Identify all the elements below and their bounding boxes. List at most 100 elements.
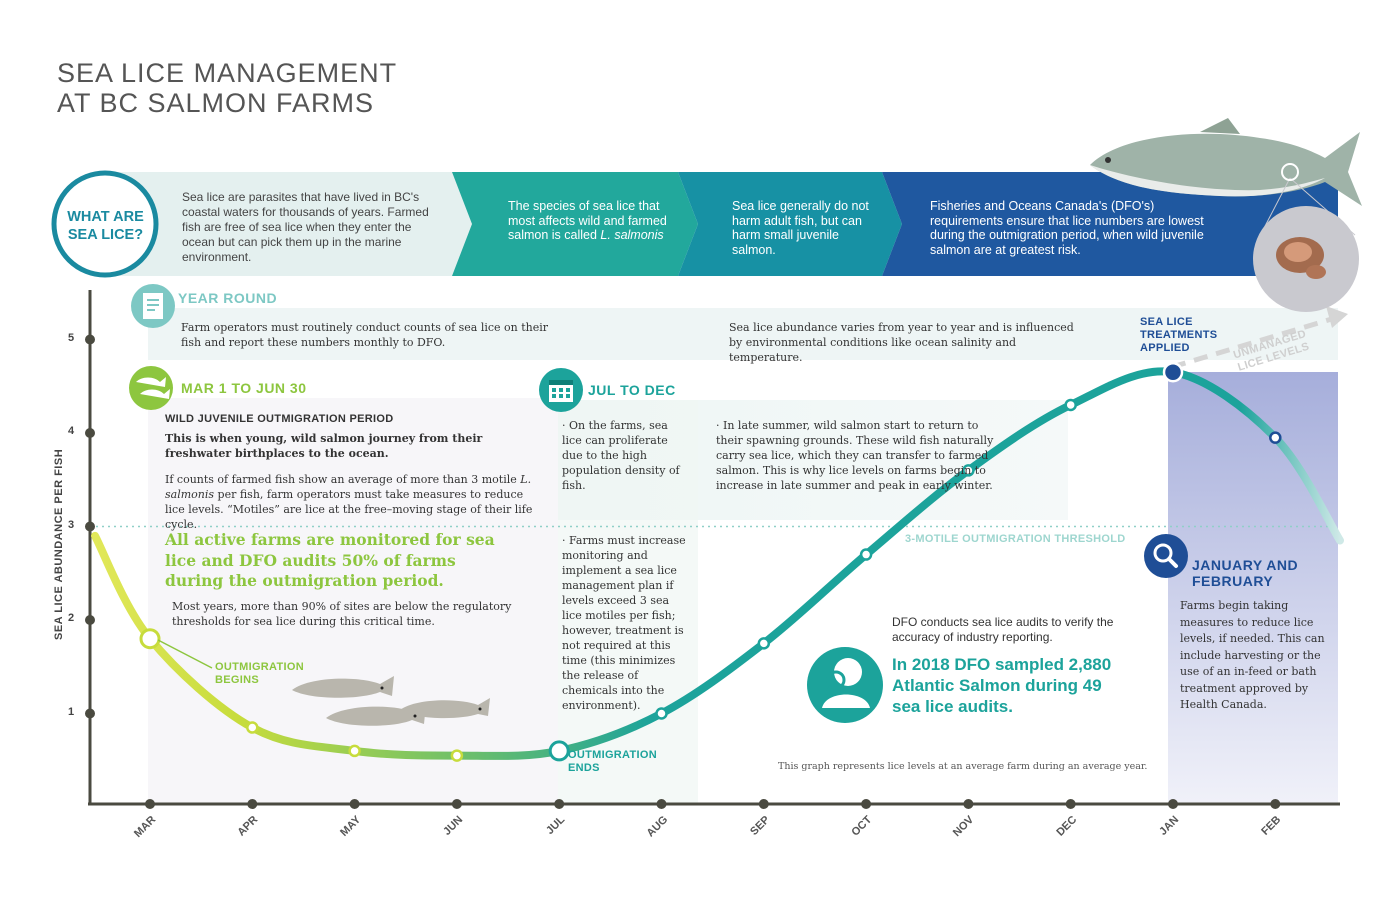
outmigration-ends-line-1: OUTMIGRATION [568,749,657,761]
jan-feb-text: Farms begin taking measures to reduce li… [1180,599,1325,711]
data-point-jan [1162,361,1184,383]
banner-text-4: Fisheries and Oceans Canada's (DFO's) re… [930,199,1204,257]
x-tick-mark [554,799,565,809]
jan-feb-heading-line-2: FEBRUARY [1192,573,1274,589]
jul-dec-bullet-2-text: Farms must increase monitoring and imple… [562,534,686,712]
outmigration-ends-label: OUTMIGRATION ENDS [568,749,657,775]
banner-text-3: Sea lice generally do not harm adult fis… [732,199,869,257]
treatments-line-2: TREATMENTS [1140,329,1218,341]
y-tick-mark [85,521,95,532]
zoom-connector-1 [1261,177,1291,233]
banner-panel-3 [678,172,902,276]
treatments-line-3: APPLIED [1140,342,1190,354]
what-are-sea-lice-label: WHAT ARE SEA LICE? [58,208,153,244]
jan-feb-band [1168,372,1338,803]
outmigration-begins-line-2: BEGINS [215,674,259,686]
year-round-band [148,308,1338,360]
jan-feb-heading: JANUARY AND FEBRUARY [1192,557,1298,589]
outmigration-text-1-b: L. salmonis [165,473,532,501]
jul-dec-bullet-3-text: In late summer, wild salmon start to ret… [716,419,994,492]
y-tick-label: 3 [68,518,75,531]
jul-dec-bullet-1: · On the farms, sea lice can proliferate… [562,419,680,492]
data-point-nov [962,464,975,477]
jul-dec-bullet-1-text: On the farms, sea lice can proliferate d… [562,419,680,492]
outmigration-text-2: Most years, more than 90% of sites are b… [172,600,512,628]
banner-panel-4 [882,172,1338,276]
y-axis-label: SEA LICE ABUNDANCE PER FISH [53,448,65,640]
x-tick-mark [1270,799,1281,809]
year-round-heading: YEAR ROUND [178,290,278,306]
treatments-applied-label: SEA LICE TREATMENTS APPLIED [1140,316,1217,355]
outmigration-text-1-a: If counts of farmed fish show an average… [165,473,517,486]
outmigration-text-1: If counts of farmed fish show an average… [165,472,540,532]
outmigration-ends-line-2: ENDS [568,762,600,774]
x-tick-mark [963,799,974,809]
banner-text-2: The species of sea lice that most affect… [508,199,668,243]
outmigration-begins-leader [157,639,213,669]
jul-band-lower [558,400,698,803]
x-tick-mark [1065,799,1076,809]
footnote: This graph represents lice levels at an … [778,761,1148,772]
outmigration-begins-label: OUTMIGRATION BEGINS [215,661,304,687]
data-point-mar [139,628,161,650]
year-round-text-right: Sea lice abundance varies from year to y… [729,321,1074,364]
banner-text-2-species: L. salmonis [600,228,664,242]
x-tick-mark [1168,799,1178,809]
banner-text-2-main: The species of sea lice that most affect… [508,199,667,242]
circle-label-line-1: WHAT ARE [67,209,144,225]
sea-louse-illustration [1276,237,1326,279]
y-tick-label: 2 [68,612,75,624]
jul-dec-heading: JUL TO DEC [588,382,676,398]
data-point-apr [246,721,259,734]
y-tick-label: 4 [68,425,75,437]
y-tick-mark [85,708,95,719]
banner-text-1: Sea lice are parasites that have lived i… [182,190,429,264]
x-tick-mark [349,799,360,809]
x-tick-mark [861,799,872,809]
x-tick-mark [656,799,667,809]
x-tick-mark [758,799,769,809]
title-line-1: SEA LICE MANAGEMENT [57,58,398,88]
data-point-oct [859,548,873,561]
circle-label-line-2: SEA LICE? [67,227,144,243]
data-point-aug [655,707,668,720]
salmon-illustration [1090,118,1362,206]
treatments-line-1: SEA LICE [1140,316,1193,328]
juvenile-salmon-illustration [292,676,490,726]
jan-feb-heading-line-1: JANUARY AND [1192,557,1299,573]
audit-big-text: In 2018 DFO sampled 2,880 Atlantic Salmo… [892,655,1112,716]
year-round-text-left: Farm operators must routinely conduct co… [181,321,549,349]
x-tick-mark [451,799,462,809]
zoom-lens-small [1281,163,1299,181]
unmanaged-arrowhead [1326,306,1348,328]
data-point-feb [1269,431,1282,444]
y-tick-label: 1 [68,705,75,718]
audit-text: DFO conducts sea lice audits to verify t… [892,615,1114,644]
x-tick-mark [247,799,258,809]
data-point-sep [757,637,771,650]
outmigration-band [148,398,558,803]
y-tick-mark [85,334,95,345]
title-line-2: AT BC SALMON FARMS [57,88,375,118]
outmigration-text-1-c: per fish, farm operators must take measu… [165,488,533,531]
fish-icon [129,366,173,410]
page-title: SEA LICE MANAGEMENT AT BC SALMON FARMS [57,58,397,118]
threshold-label: 3-MOTILE OUTMIGRATION THRESHOLD [905,533,1126,545]
outmigration-heading: MAR 1 TO JUN 30 [181,380,307,396]
y-tick-label: 5 [68,331,75,344]
banner-panel-2 [452,172,698,276]
unmanaged-arrow [1171,315,1336,370]
data-point-jul [548,740,570,762]
jul-dec-bullet-3: · In late summer, wild salmon start to r… [716,419,994,492]
y-tick-mark [85,428,95,438]
outmigration-bold-text: This is when young, wild salmon journey … [165,432,483,460]
outmigration-subheading: WILD JUVENILE OUTMIGRATION PERIOD [165,413,394,425]
y-tick-mark [85,615,95,625]
search-icon [1144,534,1188,578]
data-point-may [348,744,361,758]
data-point-dec [1064,398,1077,412]
x-tick-mark [145,799,155,809]
data-point-jun [450,749,464,762]
jul-dec-bullet-2: · Farms must increase monitoring and imp… [562,534,686,712]
